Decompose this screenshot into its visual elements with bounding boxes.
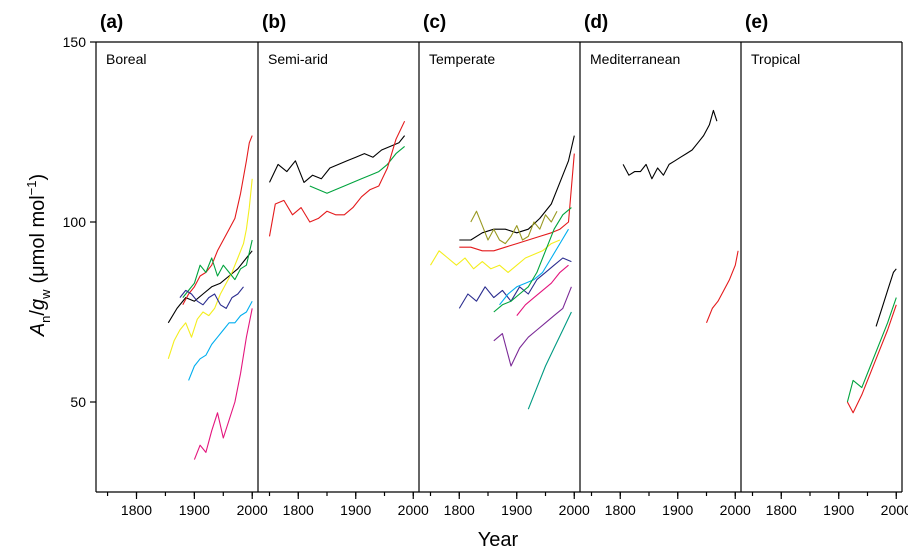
y-axis-title-close: ) — [27, 174, 49, 181]
panel-letter: (c) — [423, 12, 446, 33]
y-axis-title-unit-superscript: −1 — [24, 180, 39, 195]
panel-title: Boreal — [106, 51, 146, 67]
x-tick-label: 1900 — [179, 502, 210, 518]
panel-title: Semi-arid — [268, 51, 328, 67]
series-line-navy — [458, 257, 572, 309]
x-tick-label: 1900 — [501, 502, 532, 518]
panel-title: Mediterranean — [590, 51, 680, 67]
y-axis-title-a: A — [27, 323, 49, 337]
series-line-red — [705, 250, 739, 324]
panel-letter: (d) — [584, 12, 608, 33]
series-line-yellow — [167, 178, 253, 359]
plot-area: 1800 1900 2000 (a) Boreal 1800 1900 2000 (b) Semi… — [96, 12, 908, 518]
y-tick-label: 100 — [63, 214, 87, 230]
panel-tropical: 1800 1900 2000 (e) Tropical — [741, 12, 908, 518]
series-line-red — [459, 153, 575, 252]
y-axis-title-slash: / — [27, 310, 49, 316]
series-line-red — [846, 304, 897, 414]
panel-title: Temperate — [429, 51, 495, 67]
series-line-purple — [493, 286, 572, 367]
panel-temperate: 1800 1900 2000 (c) Temperate — [419, 12, 590, 518]
series-line-yellow — [430, 239, 561, 273]
series-line-black — [622, 109, 718, 180]
x-tick-label: 1900 — [340, 502, 371, 518]
series-line-green — [846, 297, 897, 403]
x-tick-label: 1900 — [662, 502, 693, 518]
x-tick-label: 1800 — [766, 502, 797, 518]
x-tick-label: 2000 — [881, 502, 908, 518]
series-line-black — [269, 135, 406, 183]
panel-semi-arid: 1800 1900 2000 (b) Semi-arid — [258, 12, 429, 518]
panel-letter: (e) — [745, 12, 768, 33]
y-axis-title-a-subscript: n — [38, 316, 53, 323]
panel-letter: (a) — [100, 12, 123, 33]
panel-boreal: 1800 1900 2000 (a) Boreal — [96, 12, 268, 518]
x-tick-label: 2000 — [720, 502, 751, 518]
x-tick-label: 2000 — [398, 502, 429, 518]
x-tick-label: 1900 — [823, 502, 854, 518]
series-line-cyan — [188, 300, 253, 381]
series-line-navy — [179, 286, 244, 309]
x-tick-label: 2000 — [559, 502, 590, 518]
series-line-teal — [527, 311, 572, 410]
series-line-green — [182, 239, 253, 298]
series-line-magenta — [193, 308, 253, 460]
series-line-black — [459, 135, 575, 241]
series-line-red — [268, 120, 406, 237]
panel-letter: (b) — [262, 12, 286, 33]
series-line-black — [875, 268, 897, 327]
series-line-red — [182, 135, 253, 306]
y-axis: 50 100 150 — [63, 34, 97, 492]
series-line-black — [167, 250, 253, 324]
x-tick-label: 1800 — [283, 502, 314, 518]
series-line-cyan — [499, 228, 569, 306]
series-line-green — [309, 145, 405, 194]
panel-title: Tropical — [751, 51, 800, 67]
x-tick-label: 1800 — [605, 502, 636, 518]
x-tick-label: 2000 — [237, 502, 268, 518]
x-tick-label: 1800 — [444, 502, 475, 518]
x-axis-title: Year — [478, 529, 519, 551]
series-line-olive — [470, 210, 558, 245]
y-tick-label: 150 — [63, 34, 87, 50]
y-axis-title-unit: (μmol mol — [27, 195, 49, 283]
series-line-green — [493, 207, 572, 313]
series-line-magenta — [516, 264, 569, 316]
y-axis-title-g: g — [27, 299, 49, 310]
panel-mediterranean: 1800 1900 2000 (d) Mediterranean — [580, 12, 751, 518]
y-axis-title: An/gw (μmol mol−1) — [24, 174, 53, 337]
y-tick-label: 50 — [70, 394, 86, 410]
y-axis-title-g-subscript: w — [38, 289, 53, 300]
x-tick-label: 1800 — [121, 502, 152, 518]
